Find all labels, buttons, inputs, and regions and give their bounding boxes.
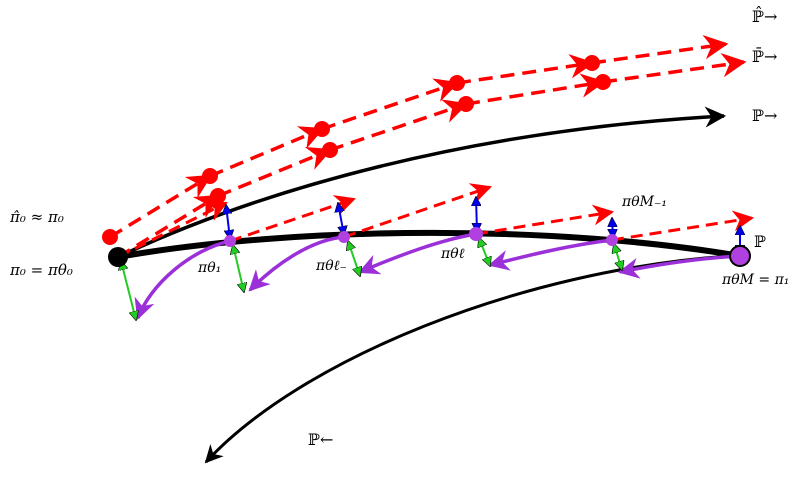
label-pi-theta1: πθ₁: [197, 260, 221, 276]
label-pi-theta-l-minus: πθℓ₋: [315, 258, 347, 274]
correction-down-arrows: [121, 238, 622, 320]
backward-curve: [204, 254, 731, 464]
label-pi-theta-l: πθℓ: [440, 246, 465, 262]
backward-steps: [134, 232, 741, 320]
estimated-path-bar: [117, 52, 747, 259]
label-p-fwd: ℙ→: [752, 106, 777, 125]
label-p-bwd: ℙ←: [308, 430, 333, 449]
end-node: [729, 245, 751, 267]
label-pi-theta-M: πθM = π₁: [721, 272, 789, 288]
label-pi-theta-M-minus-1: πθM₋₁: [621, 194, 667, 210]
main-path: [117, 229, 741, 260]
label-p-bar-fwd: ℙ̄→: [752, 45, 777, 66]
label-pi0-approx: π̂₀ ≈ π₀: [9, 208, 64, 226]
estimated-path-hat: [109, 34, 729, 239]
estimated-nodes: [102, 55, 611, 245]
local-forward-steps: [117, 183, 755, 259]
label-pi0-eq: π₀ = πθ₀: [9, 261, 73, 279]
intermediate-nodes: [224, 227, 618, 247]
forward-curve: [117, 106, 727, 259]
label-p-plain: ℙ: [754, 232, 766, 251]
label-p-hat-fwd: ℙ̂→: [752, 6, 777, 26]
start-node: [108, 247, 128, 267]
